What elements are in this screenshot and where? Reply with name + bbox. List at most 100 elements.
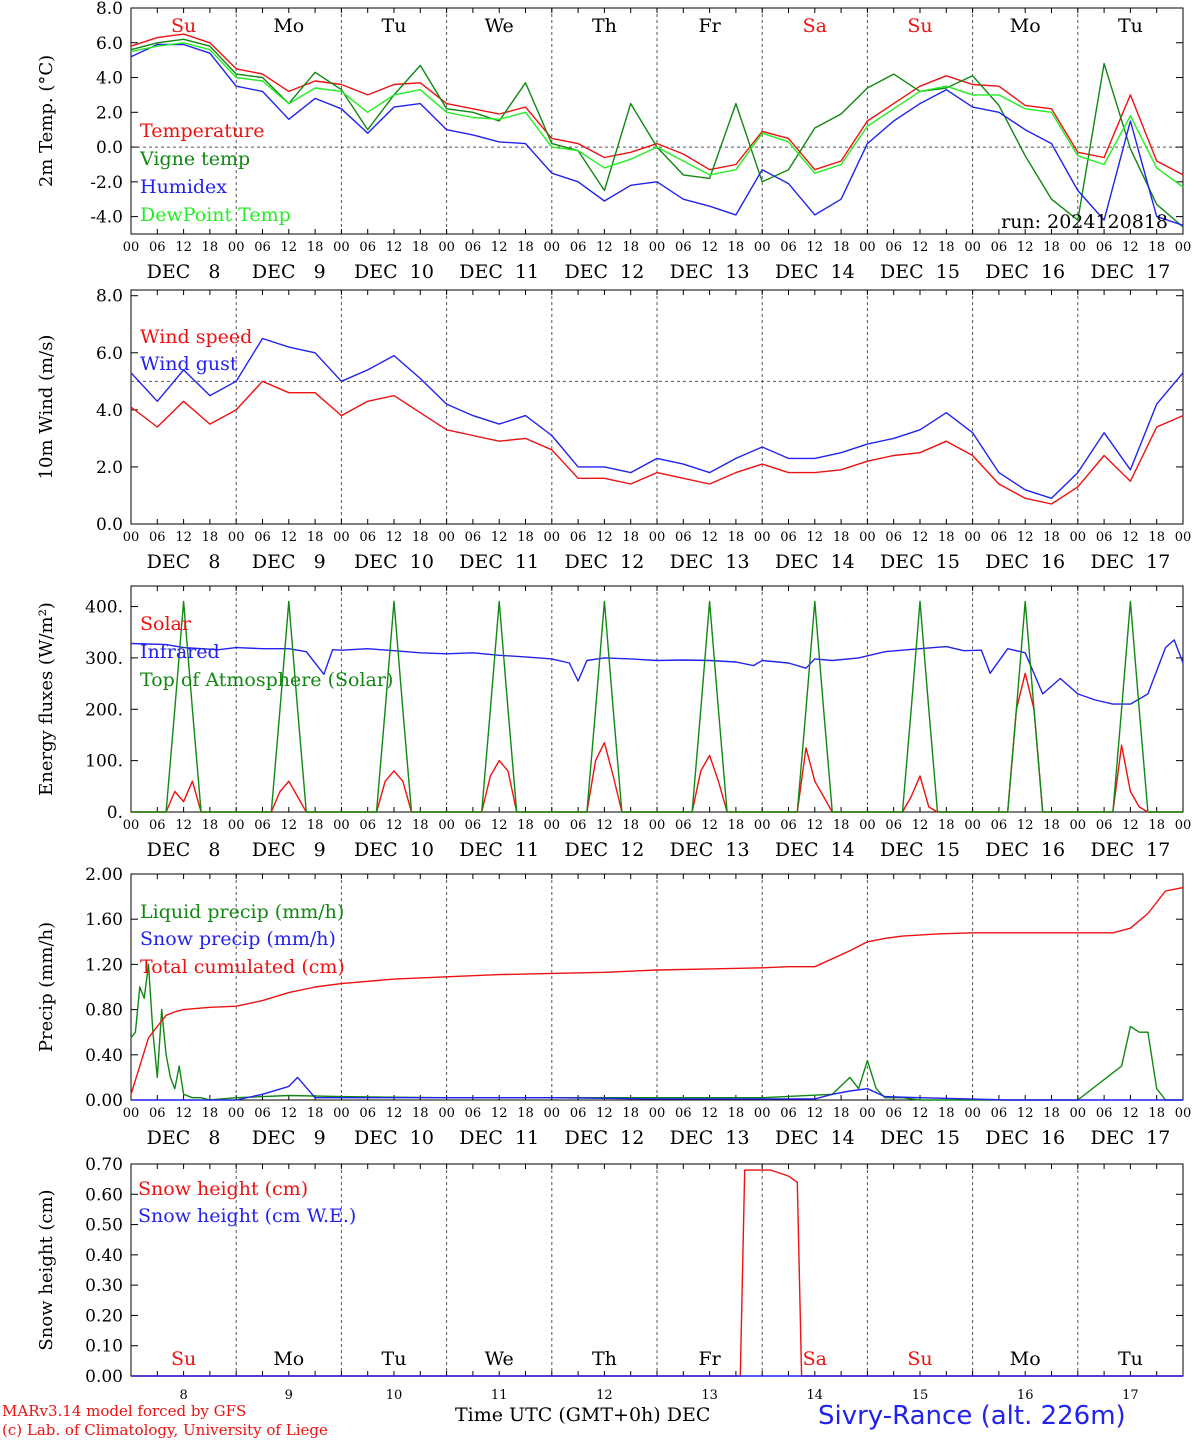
- date-label: DEC 10: [354, 261, 434, 283]
- hour-tick-label: 12: [912, 1106, 929, 1121]
- hour-tick-label: 12: [1122, 530, 1139, 545]
- y-tick-label: 1.60: [85, 910, 123, 930]
- hour-tick-label: 12: [175, 818, 192, 833]
- series-line-total-cumulated-cm-: [130, 886, 1184, 1095]
- hour-tick-label: 12: [175, 1106, 192, 1121]
- hour-tick-label: 00: [1070, 1106, 1087, 1121]
- series-line-temperature: [130, 33, 1184, 176]
- hour-tick-label: 06: [570, 818, 587, 833]
- weekday-label: Fr: [698, 1348, 721, 1370]
- hour-tick-label: 06: [1096, 818, 1113, 833]
- hour-tick-label: 12: [386, 1106, 403, 1121]
- hour-tick-label: 12: [386, 530, 403, 545]
- legend-entry: Humidex: [140, 176, 227, 198]
- hour-tick-label: 00: [859, 240, 876, 255]
- date-number-label: 13: [701, 1388, 718, 1403]
- weekday-label: Mo: [273, 15, 304, 37]
- hour-tick-label: 06: [570, 1106, 587, 1121]
- station-name: Sivry-Rance (alt. 226m): [818, 1401, 1126, 1431]
- series-line-snow-precip-mm-h-: [131, 1076, 1183, 1101]
- hour-tick-label: 18: [1043, 240, 1060, 255]
- hour-tick-label: 12: [701, 530, 718, 545]
- hour-tick-label: 18: [938, 1106, 955, 1121]
- weekday-label: Su: [907, 1348, 932, 1370]
- y-axis-label: 2m Temp. (°C): [36, 55, 57, 187]
- lab-credit: (c) Lab. of Climatology, University of L…: [2, 1421, 328, 1439]
- hour-tick-label: 12: [596, 1106, 613, 1121]
- hour-tick-label: 00: [228, 530, 245, 545]
- date-label: DEC 10: [354, 1127, 434, 1149]
- hour-tick-label: 18: [622, 1106, 639, 1121]
- hour-tick-label: 06: [254, 530, 271, 545]
- hour-tick-label: 06: [1096, 530, 1113, 545]
- y-tick-label: 200.: [85, 700, 123, 720]
- date-label: DEC 12: [564, 261, 644, 283]
- weekday-label: Tu: [382, 15, 407, 37]
- hour-tick-label: 18: [202, 530, 219, 545]
- hour-tick-label: 12: [491, 530, 508, 545]
- hour-tick-label: 12: [491, 1106, 508, 1121]
- hour-tick-label: 06: [149, 530, 166, 545]
- weekday-label: Sa: [803, 1348, 827, 1370]
- hour-tick-label: 18: [517, 530, 534, 545]
- hour-tick-label: 06: [254, 818, 271, 833]
- y-axis-label: Precip (mm/h): [36, 922, 57, 1052]
- hour-tick-label: 06: [675, 1106, 692, 1121]
- hour-tick-label: 00: [754, 240, 771, 255]
- weekday-label: Tu: [382, 1348, 407, 1370]
- hour-tick-label: 18: [1043, 530, 1060, 545]
- hour-tick-label: 18: [307, 240, 324, 255]
- date-label: DEC 9: [252, 261, 326, 283]
- y-tick-label: 0.70: [85, 1155, 123, 1175]
- y-tick-label: 0.0: [96, 138, 123, 158]
- hour-tick-label: 06: [991, 1106, 1008, 1121]
- hour-tick-label: 06: [991, 530, 1008, 545]
- y-tick-label: -4.0: [90, 208, 123, 228]
- hour-tick-label: 12: [281, 1106, 298, 1121]
- hour-tick-label: 00: [1070, 530, 1087, 545]
- hour-tick-label: 06: [1096, 1106, 1113, 1121]
- hour-tick-label: 12: [386, 240, 403, 255]
- weekday-label: Su: [171, 1348, 196, 1370]
- hour-tick-label: 18: [202, 818, 219, 833]
- hour-tick-label: 06: [780, 818, 797, 833]
- y-tick-label: 0.40: [85, 1046, 123, 1066]
- hour-tick-label: 06: [885, 240, 902, 255]
- date-label: DEC 8: [147, 839, 221, 861]
- hour-tick-label: 00: [333, 818, 350, 833]
- y-axis-label: Snow height (cm): [36, 1189, 57, 1350]
- hour-tick-label: 18: [622, 818, 639, 833]
- hour-tick-label: 12: [1017, 818, 1034, 833]
- hour-tick-label: 00: [123, 530, 140, 545]
- hour-tick-label: 12: [1122, 818, 1139, 833]
- date-number-label: 17: [1122, 1388, 1139, 1403]
- hour-tick-label: 12: [596, 530, 613, 545]
- date-number-label: 8: [179, 1388, 187, 1403]
- date-label: DEC 14: [775, 551, 855, 573]
- hour-tick-label: 06: [359, 818, 376, 833]
- hour-tick-label: 06: [359, 530, 376, 545]
- hour-tick-label: 00: [333, 240, 350, 255]
- weekday-label: We: [485, 1348, 514, 1370]
- hour-tick-label: 06: [991, 818, 1008, 833]
- hour-tick-label: 06: [780, 530, 797, 545]
- y-tick-label: 8.0: [96, 287, 123, 307]
- y-tick-label: 6.0: [96, 344, 123, 364]
- hour-tick-label: 06: [254, 240, 271, 255]
- hour-tick-label: 12: [912, 818, 929, 833]
- y-tick-label: 0.30: [85, 1276, 123, 1296]
- date-label: DEC 11: [459, 551, 539, 573]
- date-label: DEC 14: [775, 1127, 855, 1149]
- y-tick-label: 1.20: [85, 955, 123, 975]
- hour-tick-label: 12: [175, 240, 192, 255]
- hour-tick-label: 06: [675, 818, 692, 833]
- hour-tick-label: 18: [517, 1106, 534, 1121]
- date-label: DEC 16: [985, 1127, 1065, 1149]
- series-line-top-of-atmosphere-solar-: [131, 600, 1183, 813]
- weekday-label: Tu: [1118, 1348, 1143, 1370]
- weekday-label: Su: [907, 15, 932, 37]
- hour-tick-label: 12: [701, 1106, 718, 1121]
- hour-tick-label: 06: [570, 240, 587, 255]
- date-label: DEC 12: [564, 551, 644, 573]
